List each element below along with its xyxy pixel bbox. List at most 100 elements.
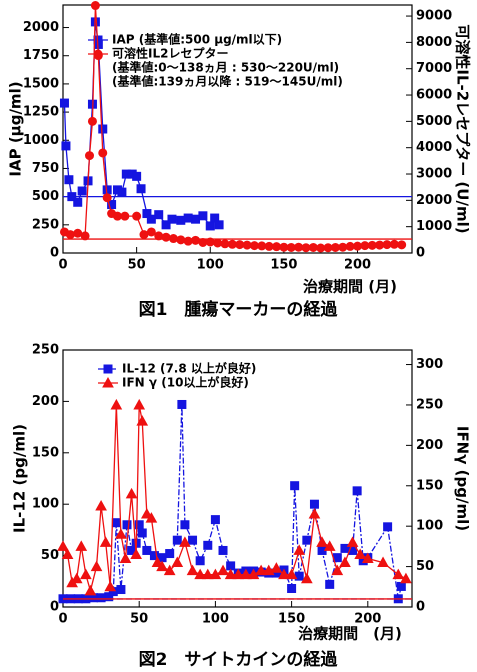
marker (154, 210, 164, 220)
marker (293, 544, 306, 555)
marker (339, 556, 351, 568)
marker (396, 581, 406, 591)
marker (272, 242, 282, 252)
marker (120, 211, 130, 221)
y-tick-label: 250 (32, 343, 59, 358)
y2-tick-label: 1000 (416, 219, 452, 234)
marker (183, 236, 193, 246)
marker (330, 242, 340, 252)
marker (156, 560, 168, 572)
marker (232, 568, 245, 580)
marker (392, 568, 405, 580)
y2-axis-title: IFNγ (pg/ml) (454, 426, 472, 531)
marker (111, 518, 121, 528)
y-tick-label: 500 (32, 189, 59, 204)
marker (130, 548, 143, 559)
marker (98, 148, 108, 158)
marker (352, 486, 362, 496)
marker (191, 235, 201, 245)
marker (183, 213, 193, 223)
marker (125, 487, 138, 499)
marker (325, 579, 335, 589)
marker (242, 240, 252, 250)
y2-tick-label: 200 (416, 438, 443, 453)
marker (316, 536, 328, 547)
marker (95, 499, 107, 511)
marker (163, 564, 176, 576)
marker (99, 536, 112, 547)
marker (194, 568, 207, 580)
marker (70, 572, 83, 584)
marker (61, 548, 74, 559)
marker (279, 242, 289, 252)
y2-tick-label: 5000 (416, 114, 452, 129)
marker (146, 214, 156, 224)
marker (198, 211, 208, 221)
y-tick-label: 200 (32, 394, 59, 409)
marker (122, 520, 132, 530)
marker (214, 220, 224, 230)
marker (136, 184, 146, 194)
plot-frame (62, 349, 413, 608)
marker (205, 221, 215, 231)
marker (286, 242, 296, 252)
x-axis-title: 治療期間 (月) (303, 278, 397, 296)
y-tick-label: 1750 (23, 48, 59, 63)
marker (73, 228, 83, 238)
y2-tick-label: 3000 (416, 167, 452, 182)
marker (360, 241, 370, 251)
marker (257, 241, 267, 251)
marker (116, 585, 126, 595)
marker (323, 243, 333, 253)
marker (177, 399, 187, 409)
marker (96, 593, 106, 603)
legend-label: IFN γ (10以上が良好) (122, 375, 249, 390)
y2-tick-label: 8000 (416, 35, 452, 50)
marker (294, 242, 304, 252)
y2-tick-label: 300 (416, 357, 443, 372)
y-tick-label: 0 (50, 246, 59, 261)
marker (188, 535, 198, 545)
marker (397, 240, 407, 250)
y-axis-title: IAP (μg/ml) (7, 81, 25, 176)
marker (161, 232, 171, 242)
marker (64, 175, 74, 185)
marker (210, 515, 220, 525)
marker (367, 240, 377, 250)
marker (104, 592, 114, 602)
marker (133, 398, 146, 410)
marker (309, 499, 319, 509)
marker (142, 545, 152, 555)
marker (220, 239, 230, 249)
marker (227, 239, 237, 249)
marker (110, 398, 123, 410)
marker (75, 540, 88, 551)
marker (146, 227, 156, 237)
marker (73, 197, 83, 207)
marker (191, 214, 201, 224)
x-tick-label: 0 (58, 258, 67, 273)
y2-tick-label: 9000 (416, 9, 452, 24)
marker (361, 552, 374, 564)
marker (132, 211, 142, 221)
marker (61, 141, 71, 151)
marker (400, 572, 412, 584)
y2-tick-label: 6000 (416, 88, 452, 103)
marker (107, 200, 117, 210)
marker (354, 548, 367, 559)
marker (201, 568, 214, 580)
x-tick-label: 50 (128, 258, 146, 273)
marker (84, 584, 97, 596)
marker (85, 151, 95, 161)
plot-frame (62, 4, 413, 254)
marker (224, 568, 237, 580)
marker (270, 562, 283, 573)
marker (117, 187, 127, 197)
marker (80, 231, 90, 241)
marker (176, 215, 186, 225)
y-tick-label: 250 (32, 217, 59, 232)
y-tick-label: 1500 (23, 76, 59, 91)
marker (112, 211, 122, 221)
marker (57, 540, 69, 551)
